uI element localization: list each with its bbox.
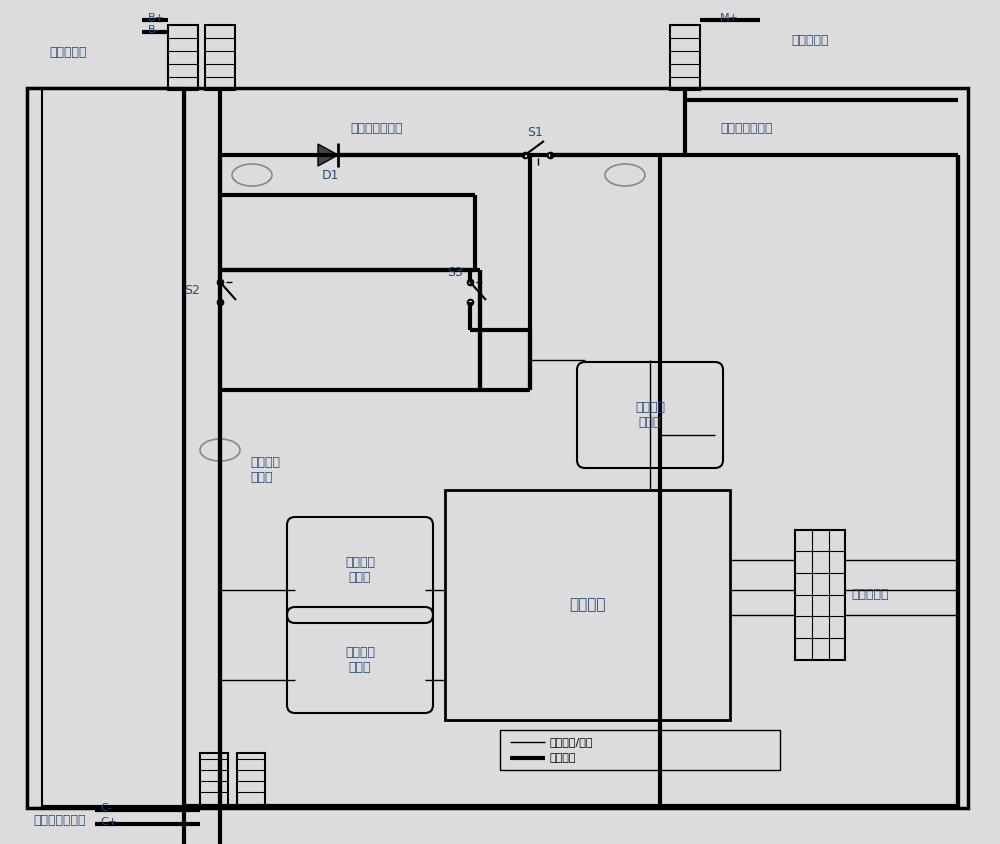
- Bar: [168, 25, 198, 90]
- Text: 低压连接件: 低压连接件: [851, 588, 889, 602]
- Text: B-: B-: [148, 25, 160, 35]
- Text: B+: B+: [148, 13, 165, 23]
- Bar: [445, 490, 730, 720]
- Text: 控制单元: 控制单元: [569, 598, 606, 613]
- Text: S3: S3: [447, 266, 463, 279]
- Text: 第一电压
传感器: 第一电压 传感器: [345, 556, 375, 584]
- Text: 电池连接端: 电池连接端: [49, 46, 87, 58]
- Text: 负载连接端: 负载连接端: [791, 34, 829, 46]
- Text: D1: D1: [321, 169, 339, 181]
- Text: M+: M+: [720, 13, 739, 23]
- Text: S2: S2: [184, 284, 200, 296]
- Text: 第二电流传感器: 第二电流传感器: [720, 122, 772, 134]
- Text: S1: S1: [527, 126, 543, 138]
- Text: C-: C-: [100, 803, 112, 813]
- Text: 动力能量: 动力能量: [550, 753, 576, 763]
- Bar: [500, 730, 780, 770]
- Bar: [42, 88, 185, 806]
- Bar: [200, 753, 228, 808]
- Text: 第三电压
传感器: 第三电压 传感器: [345, 646, 375, 674]
- Bar: [670, 25, 700, 90]
- Bar: [27, 88, 185, 808]
- Text: 第三电流
传感器: 第三电流 传感器: [250, 456, 280, 484]
- Text: C+: C+: [100, 817, 117, 827]
- Bar: [795, 530, 845, 660]
- Text: 第一电流传感器: 第一电流传感器: [350, 122, 403, 134]
- Polygon shape: [318, 144, 338, 166]
- Text: 第二电压
传感器: 第二电压 传感器: [635, 401, 665, 429]
- Bar: [205, 25, 235, 90]
- Bar: [237, 753, 265, 808]
- Bar: [27, 88, 968, 808]
- Text: 超级电容连接端: 超级电容连接端: [34, 814, 86, 826]
- Text: 控制测量/通讯: 控制测量/通讯: [550, 737, 594, 747]
